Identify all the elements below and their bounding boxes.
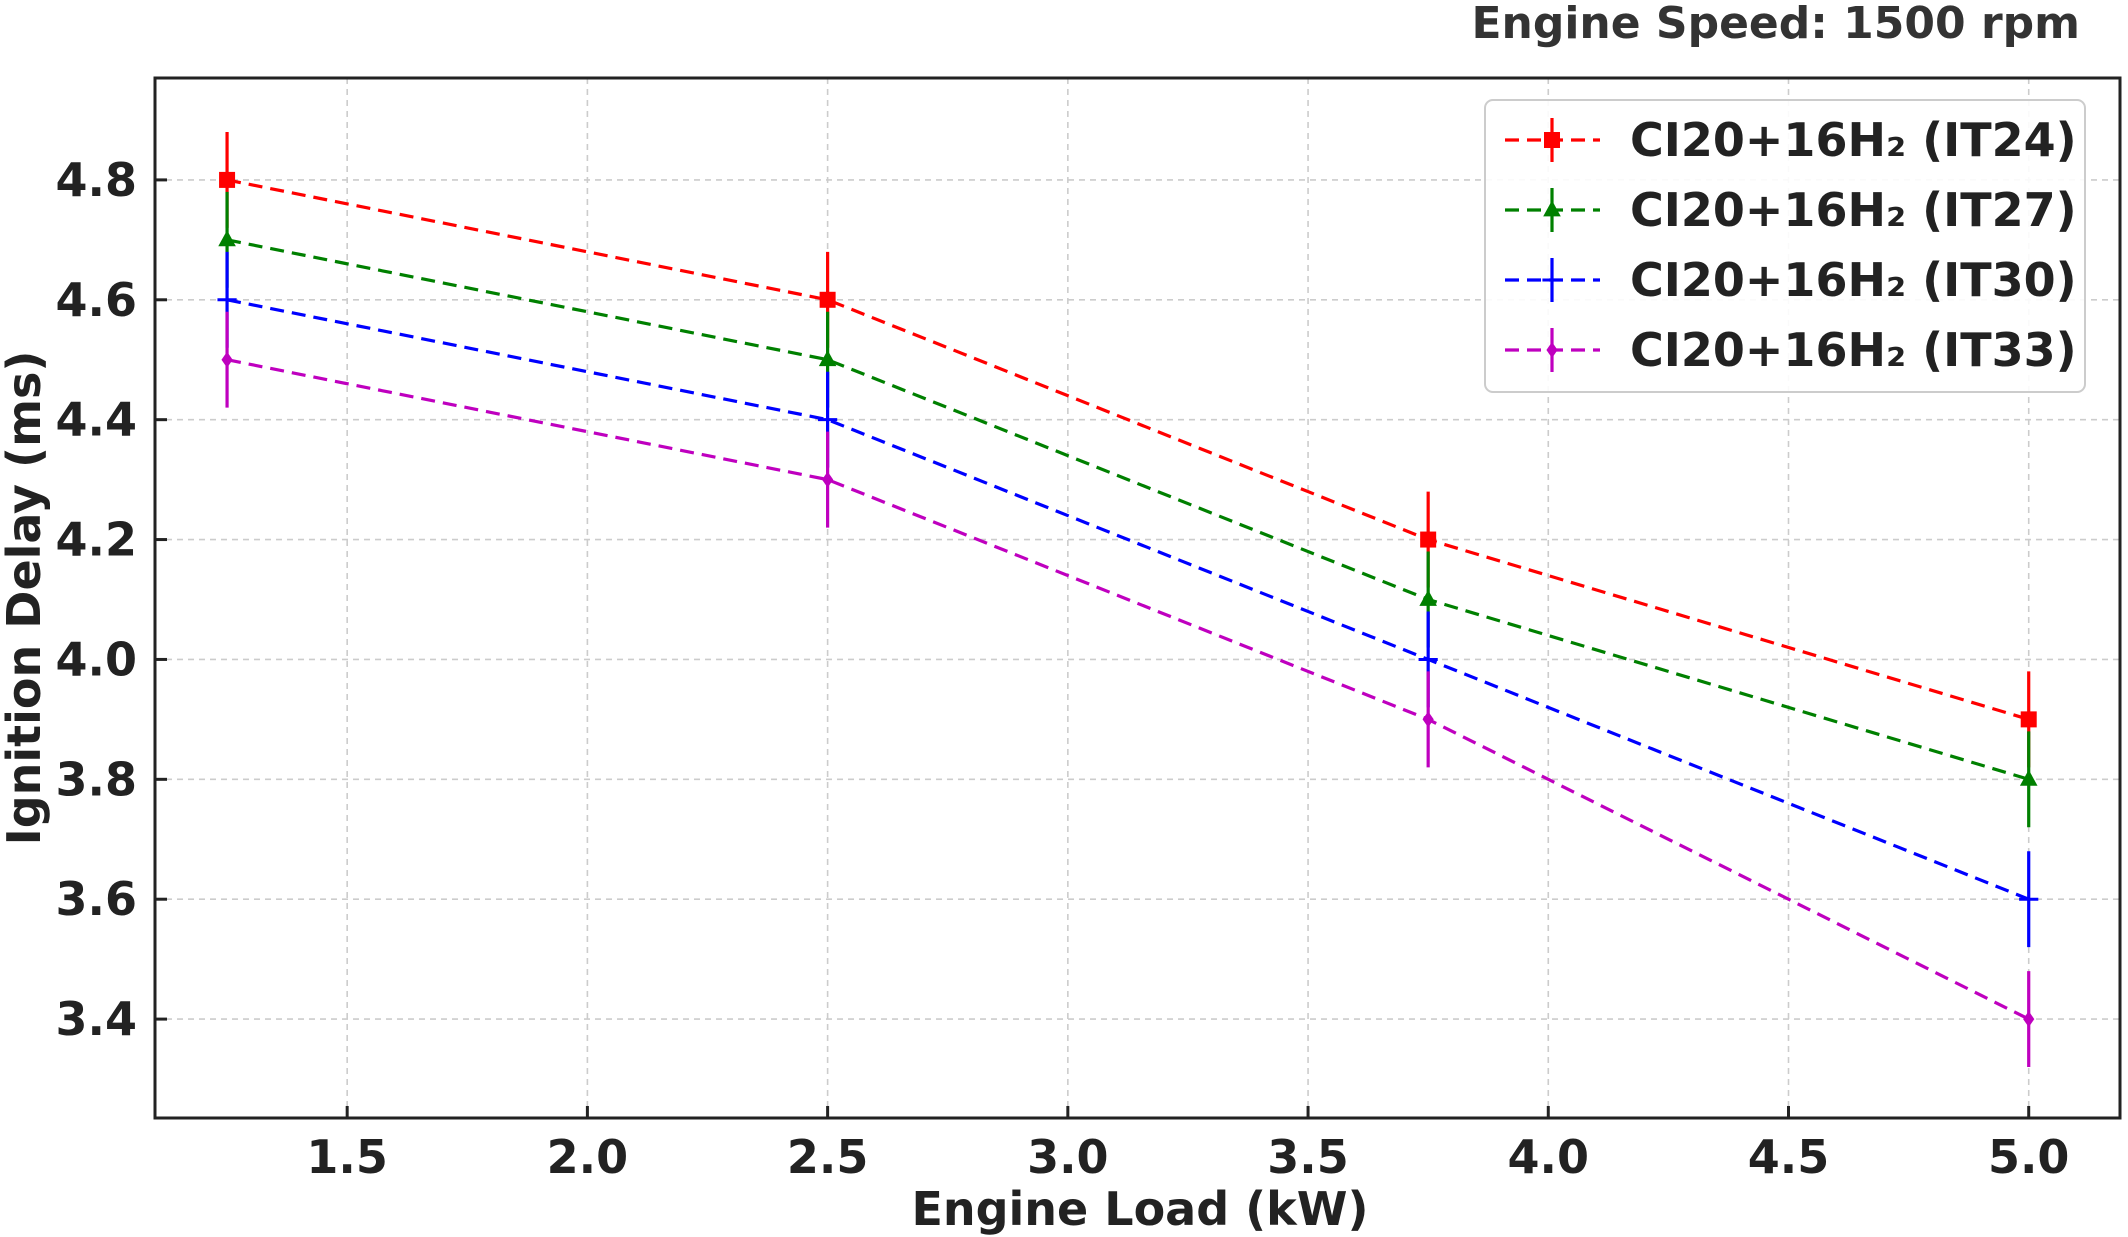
- grid: [155, 78, 2120, 1118]
- legend-item: CI20+16H₂ (IT30): [1505, 253, 2077, 307]
- x-axis-label: Engine Load (kW): [911, 1182, 1368, 1236]
- legend-label: CI20+16H₂ (IT24): [1630, 113, 2077, 167]
- data-point: [1419, 589, 1437, 606]
- y-axis-label: Ignition Delay (ms): [0, 351, 51, 846]
- data-point: [1420, 531, 1437, 548]
- y-tick-label: 3.6: [56, 872, 138, 926]
- legend-box: [1484, 99, 2086, 393]
- legend-item: CI20+16H₂ (IT33): [1505, 323, 2077, 377]
- data-point: [1543, 200, 1561, 217]
- series-line: [226, 178, 2030, 721]
- chart-title: Engine Speed: 1500 rpm: [1471, 0, 2080, 49]
- legend-label: CI20+16H₂ (IT27): [1630, 183, 2077, 237]
- x-tick-label: 5.0: [1988, 1130, 2070, 1184]
- plot-frame: [153, 76, 2122, 1120]
- legend-item: CI20+16H₂ (IT27): [1505, 183, 2077, 237]
- x-tick-label: 1.5: [306, 1130, 388, 1184]
- data-point: [818, 350, 837, 367]
- series-line: [226, 358, 2030, 1021]
- data-point: [1546, 342, 1558, 358]
- axis-ticks: 1.5 2.0 2.5 3.0 3.5 4.0 4.5 5.0 3.4 3.6 3.8 4.0 4.2 4…: [56, 153, 2070, 1184]
- data-point: [2023, 1011, 2035, 1028]
- y-tick-label: 4.4: [56, 393, 138, 447]
- data-point: [2020, 711, 2037, 728]
- x-tick-label: 4.0: [1508, 1130, 1590, 1184]
- y-tick-label: 4.8: [56, 153, 138, 207]
- legend-label: CI20+16H₂ (IT30): [1630, 253, 2077, 307]
- y-tick-label: 4.0: [56, 632, 138, 686]
- data-point: [218, 230, 236, 247]
- data-point: [819, 291, 836, 308]
- legend-item: CI20+16H₂ (IT24): [1505, 113, 2077, 167]
- legend-label: CI20+16H₂ (IT33): [1630, 323, 2077, 377]
- series-4: [221, 311, 2035, 1068]
- x-tick-label: 3.0: [1027, 1130, 1109, 1184]
- series-1: [219, 131, 2037, 768]
- series-line: [226, 298, 2030, 901]
- data-point: [219, 171, 236, 188]
- y-tick-label: 3.4: [56, 992, 138, 1046]
- data-point: [2019, 769, 2038, 786]
- y-tick-label: 4.6: [56, 273, 138, 327]
- data-point: [221, 351, 233, 368]
- series-layer: [217, 131, 2039, 1068]
- x-tick-label: 4.5: [1748, 1130, 1830, 1184]
- legend: CI20+16H₂ (IT24) CI20+16H₂ (IT27) CI20+16H…: [1484, 99, 2086, 393]
- data-point: [1422, 711, 1434, 728]
- data-point: [1544, 132, 1560, 148]
- y-tick-label: 3.8: [56, 752, 138, 806]
- x-tick-label: 2.0: [547, 1130, 629, 1184]
- y-tick-label: 4.2: [56, 513, 138, 567]
- data-point: [822, 471, 834, 488]
- series-line: [226, 238, 2030, 781]
- x-tick-label: 2.5: [787, 1130, 869, 1184]
- x-tick-label: 3.5: [1267, 1130, 1349, 1184]
